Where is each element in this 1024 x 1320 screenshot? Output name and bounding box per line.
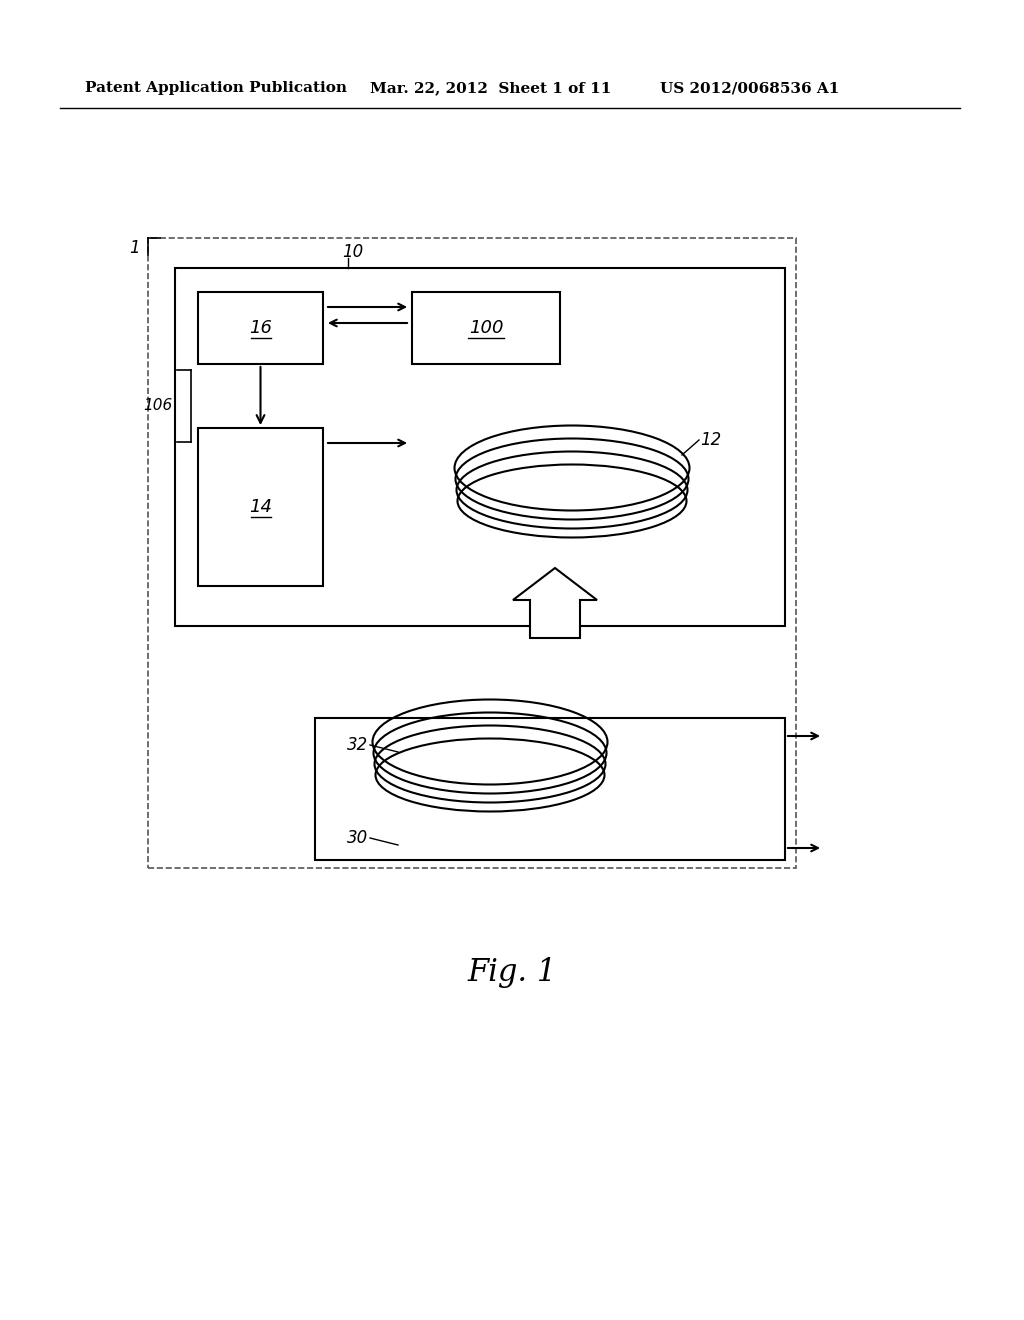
Text: 30: 30 [347, 829, 368, 847]
Text: 106: 106 [143, 399, 173, 413]
Text: 1: 1 [129, 239, 140, 257]
Bar [412, 292, 560, 364]
Bar [175, 268, 785, 626]
Text: 10: 10 [342, 243, 364, 261]
Polygon shape [513, 568, 597, 638]
Text: Mar. 22, 2012  Sheet 1 of 11: Mar. 22, 2012 Sheet 1 of 11 [370, 81, 611, 95]
Text: 14: 14 [249, 498, 272, 516]
Bar [148, 238, 796, 869]
Text: 16: 16 [249, 319, 272, 337]
Bar [198, 428, 323, 586]
Text: Patent Application Publication: Patent Application Publication [85, 81, 347, 95]
Text: 100: 100 [469, 319, 503, 337]
Text: US 2012/0068536 A1: US 2012/0068536 A1 [660, 81, 840, 95]
Text: Fig. 1: Fig. 1 [467, 957, 557, 987]
Text: 12: 12 [700, 432, 721, 449]
Text: 32: 32 [347, 737, 368, 754]
Bar [198, 292, 323, 364]
Bar [315, 718, 785, 861]
